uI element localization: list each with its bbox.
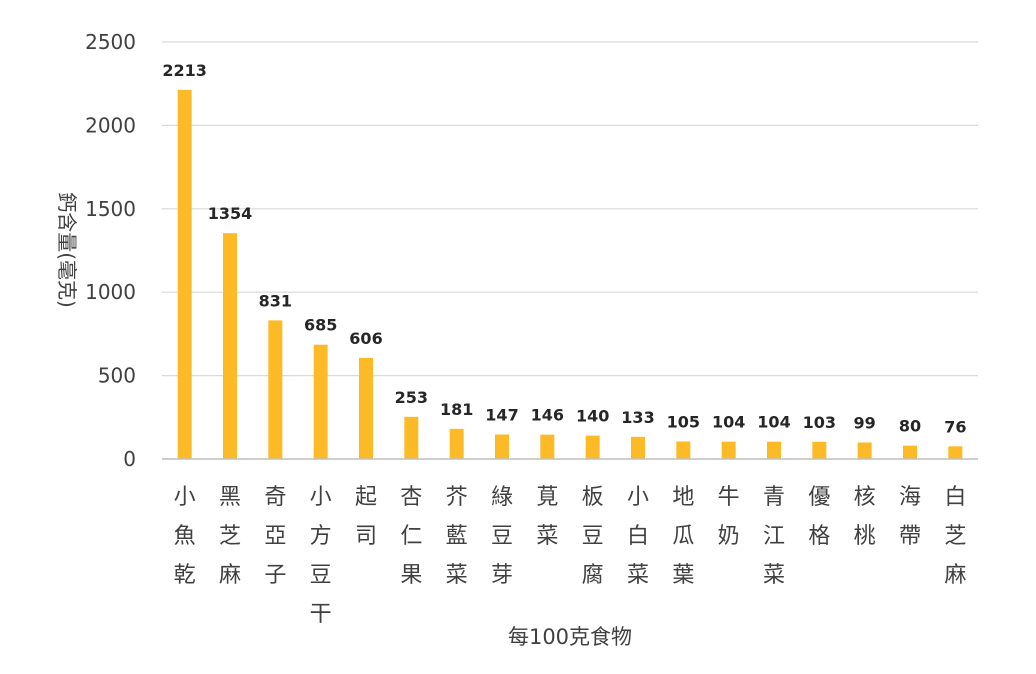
bar (857, 442, 872, 459)
y-tick-label: 500 (98, 364, 136, 388)
bar (948, 446, 963, 459)
bar (313, 344, 328, 459)
data-label: 104 (712, 413, 745, 432)
x-tick-label: 牛奶 (718, 485, 740, 549)
bar (268, 320, 283, 459)
data-label: 831 (259, 291, 292, 310)
x-tick-label: 芥藍菜 (446, 485, 468, 588)
data-label: 146 (531, 406, 564, 425)
data-label: 253 (395, 388, 428, 407)
x-tick-label: 優格 (808, 485, 830, 549)
bar (721, 441, 736, 459)
x-tick-label: 地瓜葉 (672, 485, 694, 588)
bar (903, 445, 917, 459)
y-tick-label: 2000 (85, 113, 136, 137)
data-label: 99 (854, 413, 876, 432)
data-label: 606 (349, 329, 382, 348)
bar (404, 416, 419, 459)
data-label: 1354 (208, 204, 253, 223)
y-tick-label: 0 (123, 447, 136, 471)
axes: 0 500 1000 1500 2000 2500 小魚乾 黑芝麻 奇亞子 小方豆干 起司 杏仁果 芥藍… (85, 30, 978, 627)
bar (359, 357, 373, 459)
x-tick-label: 黑芝麻 (219, 485, 241, 588)
data-label: 104 (757, 413, 790, 432)
data-label: 140 (576, 407, 609, 426)
bar (177, 89, 192, 460)
bar (495, 434, 509, 459)
data-label: 181 (440, 400, 473, 419)
x-tick-label: 綠豆芽 (491, 485, 513, 588)
x-tick-label: 海帶 (899, 485, 921, 549)
bar (676, 441, 691, 459)
data-label: 133 (621, 408, 654, 427)
bar (767, 441, 781, 459)
x-tick-label: 核桃 (854, 485, 876, 549)
bar (585, 435, 600, 459)
data-label: 147 (485, 405, 518, 424)
x-tick-label: 杏仁果 (400, 485, 422, 588)
data-label: 105 (667, 412, 700, 431)
bar (540, 434, 555, 459)
x-axis-title: 每100克食物 (508, 625, 632, 649)
x-tick-label: 小白菜 (627, 485, 649, 588)
data-label: 685 (304, 316, 337, 335)
data-label: 2213 (162, 61, 207, 80)
x-tick-label: 小魚乾 (174, 485, 196, 588)
y-tick-label: 2500 (85, 30, 136, 54)
data-label: 103 (803, 413, 836, 432)
bar (812, 441, 827, 459)
bar (631, 436, 645, 459)
y-tick-label: 1000 (85, 280, 136, 304)
y-tick-label: 1500 (85, 197, 136, 221)
x-tick-label: 板豆腐 (582, 485, 604, 588)
x-tick-label: 莧菜 (536, 485, 558, 549)
x-tick-label: 奇亞子 (264, 485, 286, 588)
x-tick-label: 小方豆干 (310, 485, 332, 627)
bars (177, 89, 963, 460)
x-tick-label: 青江菜 (763, 485, 785, 588)
y-axis-title: 鈣含量(毫克) (55, 192, 79, 308)
x-tick-label: 白芝麻 (944, 485, 966, 588)
grid-lines (162, 41, 978, 377)
x-tick-label: 起司 (355, 485, 377, 549)
bar (223, 233, 237, 459)
bar (449, 428, 464, 459)
data-label: 80 (899, 417, 921, 436)
data-labels: 2213 1354 831 685 606 253 181 147 146 140 133 105 10… (162, 61, 966, 436)
data-label: 76 (944, 417, 966, 436)
